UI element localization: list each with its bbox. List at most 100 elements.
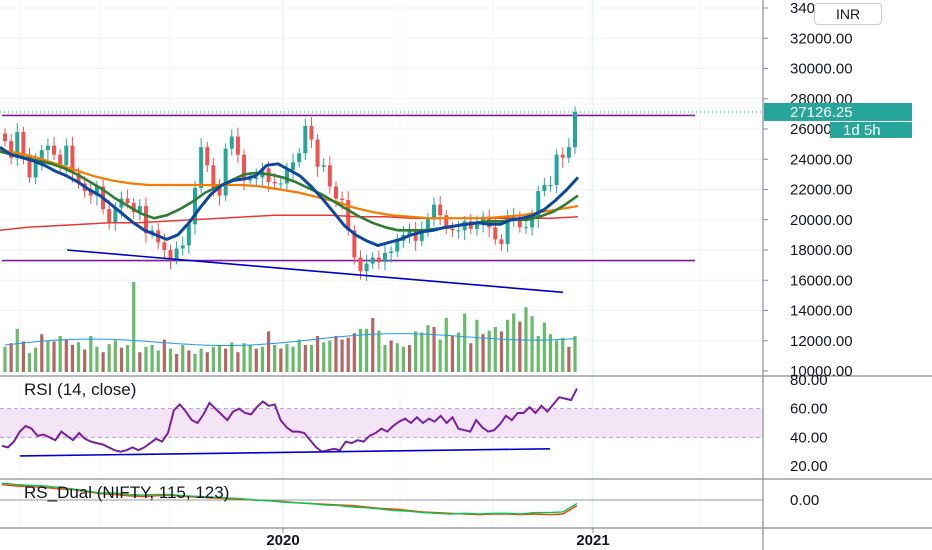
volume-bar xyxy=(83,349,87,372)
price-axis[interactable]: 34000.0032000.0030000.0028000.0026000.00… xyxy=(762,0,853,550)
volume-bar xyxy=(193,354,197,372)
price-tick-label: 32000.00 xyxy=(790,30,853,47)
volume-bar xyxy=(365,328,369,372)
rsi-pane[interactable]: RSI (14, close) xyxy=(0,380,763,457)
candle-body xyxy=(205,147,210,166)
candle-body xyxy=(340,198,345,201)
volume-bar xyxy=(303,345,307,372)
volume-bar xyxy=(401,346,405,372)
candle-body xyxy=(88,191,93,196)
price-tick-label: 22000.00 xyxy=(790,182,853,199)
volume-bar xyxy=(101,352,105,372)
currency-badge[interactable]: INR xyxy=(814,3,882,25)
countdown-text: 1d 5h xyxy=(843,122,881,139)
candle-body xyxy=(229,136,234,149)
volume-bar xyxy=(555,340,559,372)
volume-bar xyxy=(95,346,99,372)
candle-body xyxy=(425,218,430,231)
candle-body xyxy=(45,145,50,151)
candle-body xyxy=(352,230,357,258)
candle-body xyxy=(174,248,179,260)
candle-body xyxy=(419,230,424,241)
volume-bar xyxy=(254,348,258,372)
volume-bar xyxy=(9,343,13,372)
volume-bar xyxy=(542,322,546,372)
candle-body xyxy=(474,224,479,229)
volume-bar xyxy=(70,345,75,372)
volume-bar xyxy=(285,344,289,372)
candle-body xyxy=(505,216,510,244)
volume-bar xyxy=(211,346,215,372)
candle-body xyxy=(15,132,20,158)
candle-body xyxy=(248,178,253,181)
candle-body xyxy=(303,125,308,154)
candle-body xyxy=(113,207,118,223)
candle-body xyxy=(284,169,289,184)
volume-bar xyxy=(266,331,271,372)
volume-bar xyxy=(456,332,461,372)
volume-bar xyxy=(389,340,393,372)
rsi-tick-label: 60.00 xyxy=(790,401,828,418)
candle-body xyxy=(125,198,130,204)
volume-bar xyxy=(383,345,387,372)
volume-bar xyxy=(548,334,553,372)
candle-body xyxy=(432,204,437,219)
volume-bar xyxy=(426,325,430,372)
volume-bar xyxy=(34,347,38,372)
volume-bar xyxy=(58,336,62,372)
volume-bar xyxy=(377,330,381,372)
volume-bar xyxy=(125,345,130,372)
candle-body xyxy=(107,209,112,223)
candle-body xyxy=(58,154,63,166)
rs-pane[interactable]: RS_Dual (NIFTY, 115, 123) xyxy=(0,482,763,516)
countdown-tag xyxy=(830,121,912,138)
volume-bar xyxy=(113,340,117,372)
candle-body xyxy=(223,148,228,196)
sma-mid-line xyxy=(0,149,579,220)
volume-bar xyxy=(371,318,375,372)
price-tick-label: 16000.00 xyxy=(790,272,853,289)
candle-body xyxy=(235,136,240,155)
candle-body xyxy=(560,154,565,158)
volume-bar xyxy=(76,342,81,372)
candle-body xyxy=(548,184,553,186)
candle-body xyxy=(536,191,541,219)
price-pane[interactable] xyxy=(0,106,763,372)
price-tick-label: 12000.00 xyxy=(790,333,853,350)
volume-bar xyxy=(89,336,93,372)
volume-bar xyxy=(450,336,455,372)
candle-body xyxy=(395,240,400,252)
volume-bar xyxy=(395,343,399,372)
volume-bar xyxy=(328,340,332,372)
volume-bar xyxy=(346,337,350,372)
volume-bar xyxy=(573,336,577,372)
volume-bar xyxy=(224,348,228,372)
candle-body xyxy=(297,153,302,163)
price-tick-label: 14000.00 xyxy=(790,303,853,320)
candle-body xyxy=(389,251,394,254)
volume-bar xyxy=(205,352,209,372)
time-tick-label: 2020 xyxy=(266,532,299,549)
volume-bar xyxy=(52,341,56,372)
candle-body xyxy=(39,150,44,163)
candle-body xyxy=(162,242,167,250)
candle-body xyxy=(9,141,14,158)
price-tick-label: 10000.00 xyxy=(790,363,853,380)
volume-bar xyxy=(64,339,68,372)
candle-body xyxy=(254,177,259,179)
volume-bar xyxy=(144,346,148,372)
volume-bar xyxy=(469,343,473,372)
candle-body xyxy=(315,139,320,167)
candle-body xyxy=(376,257,381,263)
candle-body xyxy=(278,183,283,185)
rsi-tick-label: 40.00 xyxy=(790,429,828,446)
candle-body xyxy=(217,187,222,196)
candle-body xyxy=(542,184,547,192)
candle-body xyxy=(358,257,363,272)
time-axis[interactable]: 2020 2021 xyxy=(266,528,610,549)
volume-bar xyxy=(3,346,7,372)
volume-bar xyxy=(481,334,485,372)
price-tick-label: 18000.00 xyxy=(790,242,853,259)
